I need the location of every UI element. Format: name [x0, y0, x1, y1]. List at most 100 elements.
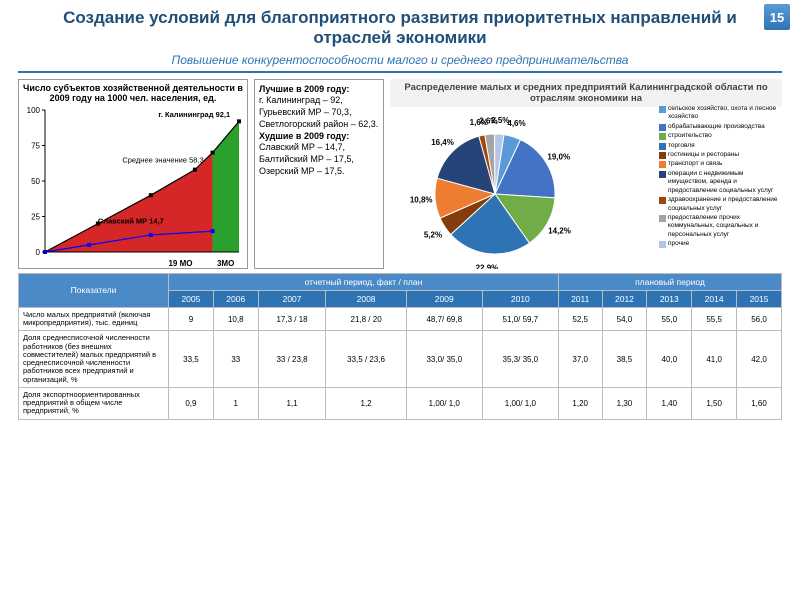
table-cell: 38,5 — [602, 331, 647, 388]
table-cell: 1 — [213, 387, 258, 419]
table-cell: 10,8 — [213, 307, 258, 331]
table-cell: 48,7/ 69,8 — [406, 307, 482, 331]
th-year: 2013 — [647, 290, 692, 307]
table-cell: 33 — [213, 331, 258, 388]
svg-text:50: 50 — [31, 177, 40, 186]
legend-item: сельское хозяйство, охота и лесное хозяй… — [659, 105, 778, 122]
row-label: Доля экспортноориентированных предприяти… — [19, 387, 169, 419]
table-cell: 35,3/ 35,0 — [482, 331, 558, 388]
table-cell: 42,0 — [737, 331, 782, 388]
legend-item: торговля — [659, 142, 778, 150]
th-year: 2007 — [258, 290, 326, 307]
svg-text:10,8%: 10,8% — [410, 195, 433, 204]
pie-chart: 4,6%19,0%14,2%22,9%5,2%10,8%16,4%1,6%2,6… — [390, 109, 630, 269]
table-cell: 1,50 — [692, 387, 737, 419]
svg-text:4,6%: 4,6% — [507, 119, 525, 128]
th-plan: плановый период — [558, 273, 781, 290]
pie-chart-title: Распределение малых и средних предприяти… — [390, 79, 782, 107]
ranking-text-panel: Лучшие в 2009 году: г. Калининград – 92,… — [254, 79, 384, 269]
svg-text:100: 100 — [27, 106, 41, 115]
legend-item: прочие — [659, 240, 778, 248]
table-cell: 1,40 — [647, 387, 692, 419]
line-chart-panel: Число субъектов хозяйственной деятельнос… — [18, 79, 248, 269]
legend-item: предоставление прочих коммунальных, соци… — [659, 214, 778, 239]
table-cell: 55,5 — [692, 307, 737, 331]
table-cell: 33,5 — [169, 331, 214, 388]
table-cell: 0,9 — [169, 387, 214, 419]
best-line: г. Калининград – 92, — [259, 95, 343, 105]
table-cell: 17,3 / 18 — [258, 307, 326, 331]
table-cell: 21,8 / 20 — [326, 307, 406, 331]
table-cell: 1,20 — [558, 387, 602, 419]
legend-item: здравоохранение и предоставление социаль… — [659, 196, 778, 213]
svg-text:75: 75 — [31, 141, 40, 150]
line-chart: 0 25 50 75 100 г. Калининград 92,1 Среднее зна… — [23, 104, 245, 272]
table-cell: 1,00/ 1,0 — [406, 387, 482, 419]
table-cell: 1,00/ 1,0 — [482, 387, 558, 419]
svg-text:22,9%: 22,9% — [476, 263, 499, 268]
page-subtitle: Повышение конкурентоспособности малого и… — [18, 51, 782, 73]
th-year: 2011 — [558, 290, 602, 307]
pie-legend: сельское хозяйство, охота и лесное хозяй… — [659, 105, 778, 250]
table-cell: 56,0 — [737, 307, 782, 331]
svg-text:3МО: 3МО — [217, 259, 234, 268]
table-cell: 1,60 — [737, 387, 782, 419]
table-cell: 33,5 / 23,6 — [326, 331, 406, 388]
worst-line: Славский МР – 14,7, — [259, 142, 345, 152]
table-cell: 9 — [169, 307, 214, 331]
legend-item: обрабатывающие производства — [659, 123, 778, 131]
worst-line: Озерский МР – 17,5. — [259, 166, 345, 176]
page-number-badge: 15 — [764, 4, 790, 30]
table-row: Доля среднесписочной численности работни… — [19, 331, 782, 388]
indicators-table: Показатели отчетный период, факт / план … — [18, 273, 782, 420]
table-row: Доля экспортноориентированных предприяти… — [19, 387, 782, 419]
legend-item: строительство — [659, 132, 778, 140]
svg-text:Славский МР 14,7: Славский МР 14,7 — [98, 216, 164, 225]
table-cell: 33 / 23,8 — [258, 331, 326, 388]
th-year: 2008 — [326, 290, 406, 307]
th-year: 2015 — [737, 290, 782, 307]
best-title: Лучшие в 2009 году: — [259, 84, 349, 94]
table-cell: 33,0/ 35,0 — [406, 331, 482, 388]
th-year: 2005 — [169, 290, 214, 307]
svg-text:г. Калининград 92,1: г. Калининград 92,1 — [158, 110, 230, 119]
best-line: Светлогорский район – 62,3. — [259, 119, 378, 129]
th-year: 2006 — [213, 290, 258, 307]
line-chart-title: Число субъектов хозяйственной деятельнос… — [23, 84, 243, 104]
legend-item: гостиницы и рестораны — [659, 151, 778, 159]
svg-text:Среднее значение 58,3: Среднее значение 58,3 — [122, 155, 203, 164]
th-year: 2009 — [406, 290, 482, 307]
table-cell: 54,0 — [602, 307, 647, 331]
legend-item: операции с недвижимым имуществом, аренда… — [659, 170, 778, 195]
th-fact: отчетный период, факт / план — [169, 273, 559, 290]
table-cell: 41,0 — [692, 331, 737, 388]
table-cell: 52,5 — [558, 307, 602, 331]
pie-chart-panel: Распределение малых и средних предприяти… — [390, 79, 782, 269]
page-title: Создание условий для благоприятного разв… — [0, 0, 800, 51]
best-line: Гурьевский МР – 70,3, — [259, 107, 352, 117]
table-cell: 1,1 — [258, 387, 326, 419]
data-table-wrap: Показатели отчетный период, факт / план … — [0, 273, 800, 420]
svg-text:19 МО: 19 МО — [168, 259, 192, 268]
table-cell: 1,2 — [326, 387, 406, 419]
th-year: 2014 — [692, 290, 737, 307]
svg-text:25: 25 — [31, 212, 40, 221]
svg-text:14,2%: 14,2% — [548, 226, 571, 235]
table-cell: 37,0 — [558, 331, 602, 388]
table-cell: 55,0 — [647, 307, 692, 331]
worst-title: Худшие в 2009 году: — [259, 131, 349, 141]
th-year: 2012 — [602, 290, 647, 307]
svg-text:2,5%: 2,5% — [491, 116, 509, 125]
worst-line: Балтийский МР – 17,5, — [259, 154, 354, 164]
table-row: Число малых предприятий (включая микропр… — [19, 307, 782, 331]
svg-text:0: 0 — [36, 248, 41, 257]
svg-text:5,2%: 5,2% — [424, 230, 442, 239]
th-year: 2010 — [482, 290, 558, 307]
table-cell: 1,30 — [602, 387, 647, 419]
th-indicator: Показатели — [19, 273, 169, 307]
row-label: Число малых предприятий (включая микропр… — [19, 307, 169, 331]
svg-text:19,0%: 19,0% — [547, 152, 570, 161]
table-cell: 40,0 — [647, 331, 692, 388]
table-cell: 51,0/ 59,7 — [482, 307, 558, 331]
row-label: Доля среднесписочной численности работни… — [19, 331, 169, 388]
